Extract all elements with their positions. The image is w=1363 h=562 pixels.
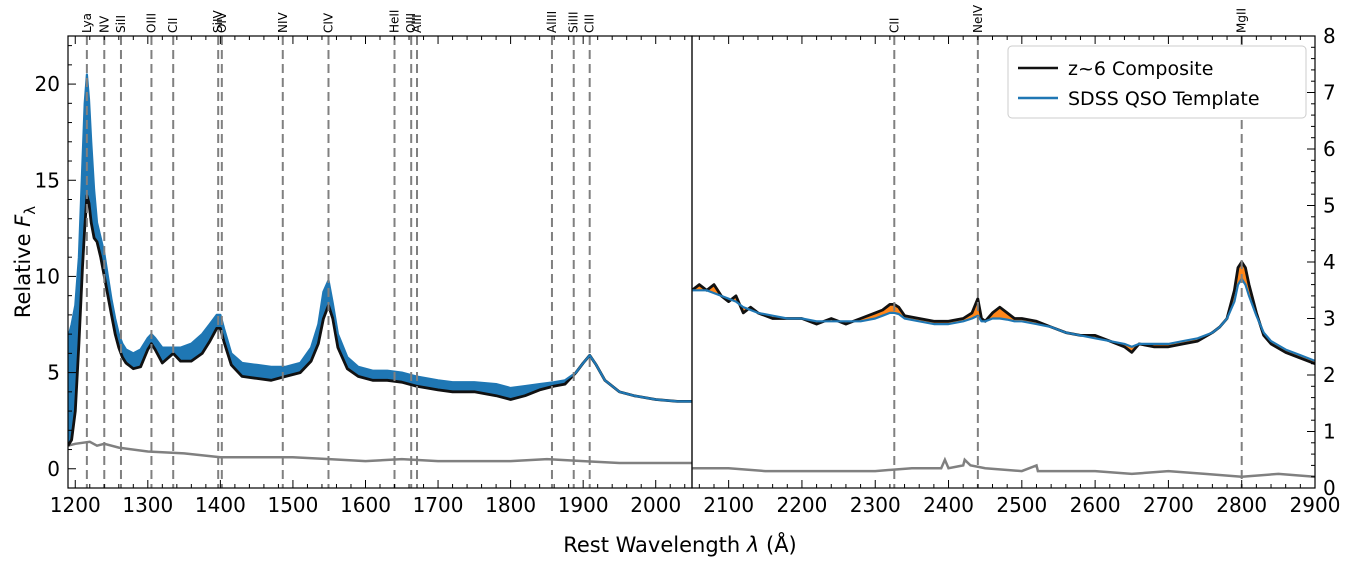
line-label-aliii: AlIII: [545, 11, 559, 33]
y-tick-label-right: 8: [1323, 24, 1336, 48]
y-tick-label-right: 2: [1323, 363, 1336, 387]
x-tick-label: 2300: [850, 493, 901, 517]
x-tick-label: 2000: [630, 493, 681, 517]
line-label-cii: CII: [166, 18, 180, 33]
x-tick-label: 1400: [195, 493, 246, 517]
y-tick-label-right: 4: [1323, 250, 1336, 274]
legend-label-composite: z~6 Composite: [1068, 58, 1213, 80]
line-label-oiii: OIII: [144, 13, 158, 33]
line-label-nv: NV: [97, 15, 111, 33]
y-axis-label: Relative Fλ: [11, 206, 39, 318]
line-label-oiv: OIV: [215, 11, 229, 33]
right-plot-area: [692, 260, 1315, 478]
y-tick-label: 10: [35, 264, 60, 288]
left-error-line: [68, 440, 692, 465]
legend-label-template: SDSS QSO Template: [1068, 88, 1260, 110]
x-axis-label: Rest Wavelength λ (Å): [563, 531, 797, 557]
line-label-siiii: SiIII: [567, 11, 581, 33]
x-tick-label: 1800: [485, 493, 536, 517]
line-label-siiv: SiIV: [211, 10, 225, 33]
line-label-niv: NIV: [276, 11, 290, 33]
x-tick-label: 1600: [340, 493, 391, 517]
line-label-lya: Lya: [80, 13, 94, 33]
left-template-line: [68, 73, 692, 403]
line-label-neiv: NeIV: [971, 4, 985, 33]
x-tick-label: 2800: [1216, 493, 1267, 517]
left-composite-line: [68, 194, 692, 447]
y-tick-label-right: 6: [1323, 137, 1336, 161]
x-tick-label: 1700: [413, 493, 464, 517]
y-tick-label: 5: [47, 361, 60, 385]
x-tick-label: 1200: [50, 493, 101, 517]
x-tick-label: 2500: [996, 493, 1047, 517]
x-tick-label: 2600: [1070, 493, 1121, 517]
y-tick-label-right: 3: [1323, 307, 1336, 331]
y-tick-label-right: 1: [1323, 420, 1336, 444]
y-tick-label-right: 5: [1323, 194, 1336, 218]
y-tick-label-right: 7: [1323, 81, 1336, 105]
line-label-civ: CIV: [321, 12, 335, 33]
x-tick-label: 2100: [703, 493, 754, 517]
x-tick-label: 2700: [1143, 493, 1194, 517]
x-tick-label: 1900: [558, 493, 609, 517]
right-template-line: [692, 277, 1315, 362]
line-label-cii: CII: [887, 18, 901, 33]
x-tick-label: 2400: [923, 493, 974, 517]
left-template-band: [68, 74, 692, 446]
right-composite-line: [692, 260, 1315, 366]
x-tick-label: 1300: [122, 493, 173, 517]
line-label-heii: HeII: [388, 10, 402, 33]
right-excess-fill: [692, 262, 1315, 364]
legend: z~6 Composite SDSS QSO Template: [1007, 45, 1307, 119]
line-label-ciii: CIII: [583, 14, 597, 33]
left-frame: [67, 35, 693, 489]
x-tick-label: 2900: [1290, 493, 1341, 517]
y-tick-label: 20: [35, 72, 60, 96]
left-plot-area: [68, 73, 692, 465]
line-label-siii: SiII: [114, 15, 128, 33]
line-label-oiii: OIII: [404, 13, 418, 33]
y-tick-label-right: 0: [1323, 476, 1336, 500]
line-label-alii: AlII: [410, 14, 424, 33]
line-label-mgii: MgII: [1235, 8, 1249, 33]
y-tick-label: 15: [35, 168, 60, 192]
legend-frame: [1007, 45, 1307, 119]
x-tick-label: 2200: [776, 493, 827, 517]
x-tick-label: 1500: [267, 493, 318, 517]
right-error-line: [692, 456, 1315, 478]
y-tick-label: 0: [47, 457, 60, 481]
